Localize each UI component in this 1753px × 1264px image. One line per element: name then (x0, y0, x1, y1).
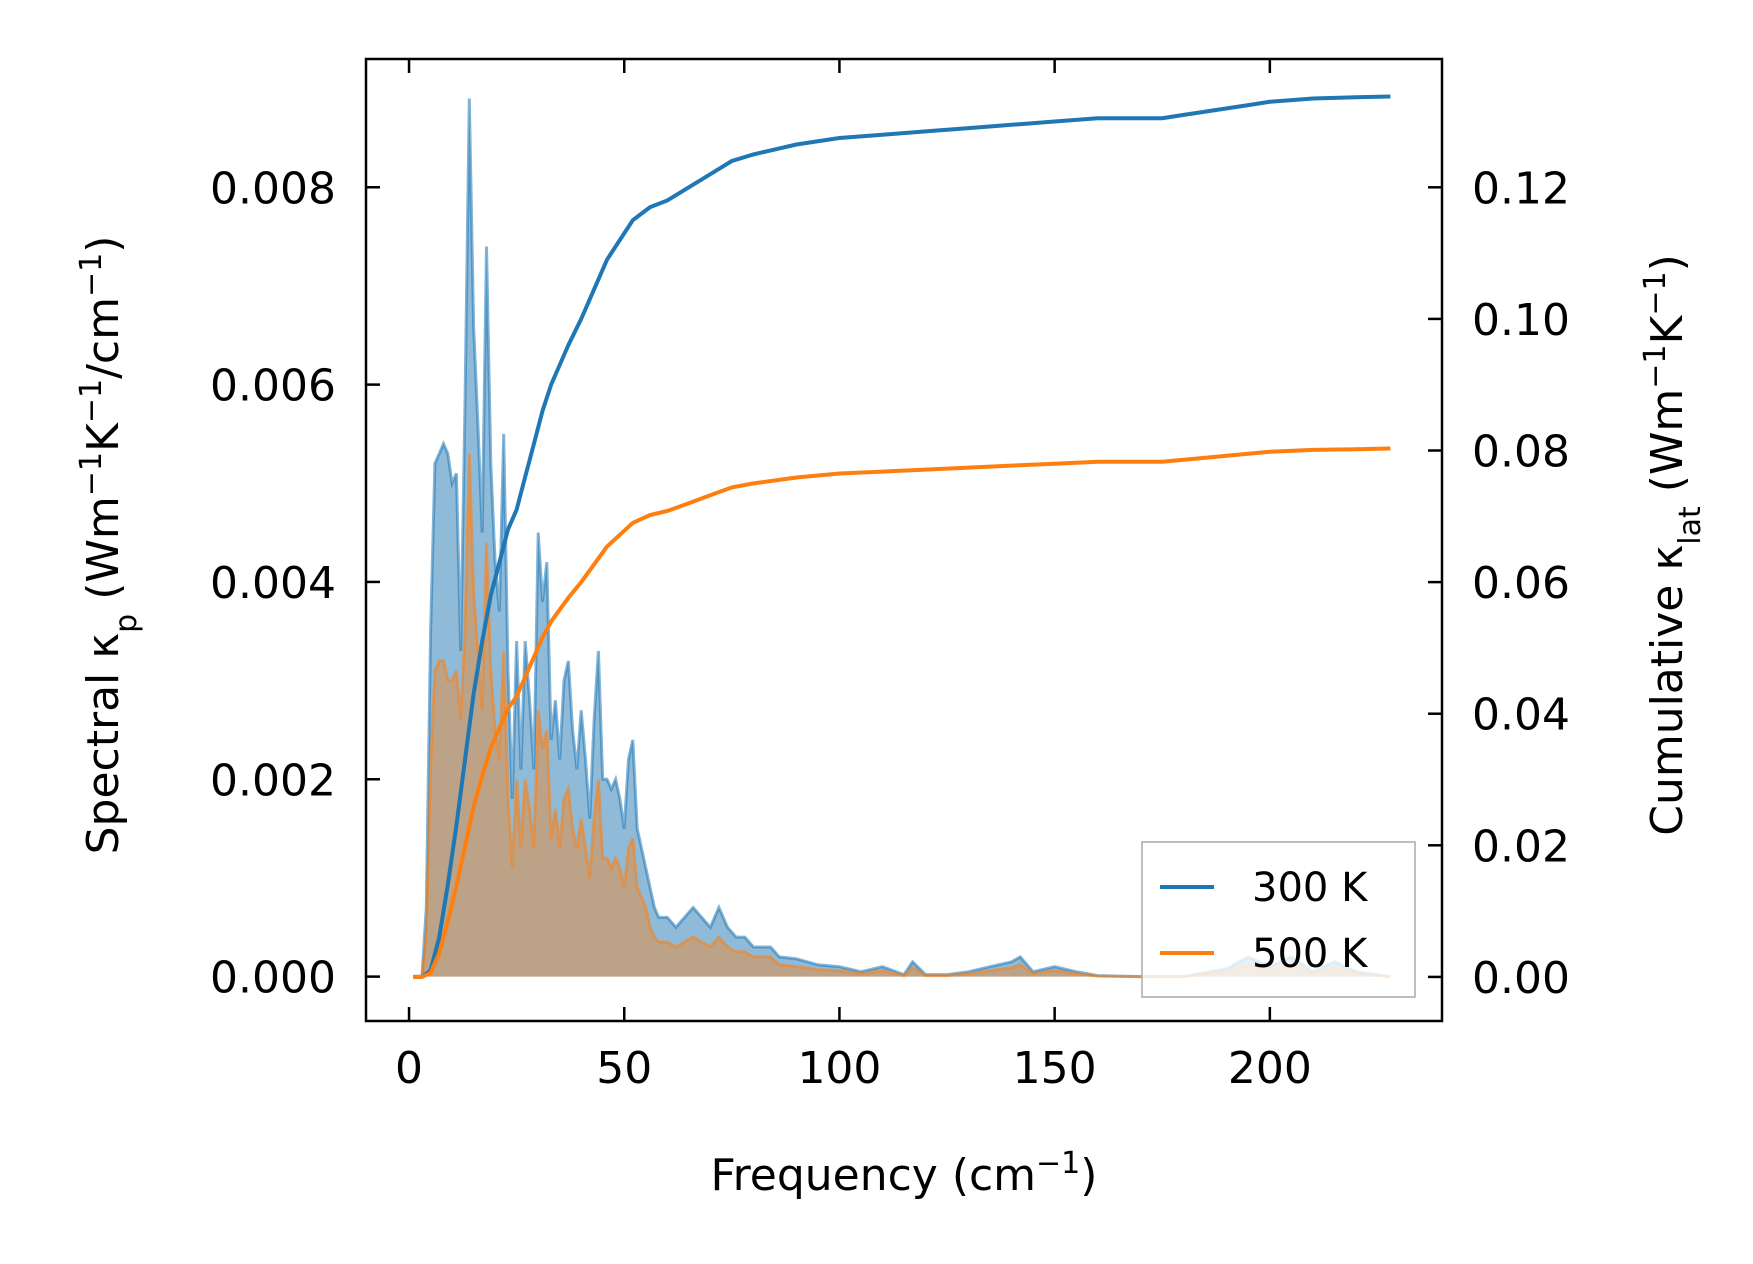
left-y-axis-label-unit-c: /cm (78, 297, 129, 379)
x-axis-label-sup: −1 (1036, 1146, 1080, 1181)
left-y-tick-label: 0.008 (210, 163, 336, 214)
left-y-tick-label: 0.002 (210, 755, 336, 806)
x-axis-label: Frequency (cm−1) (711, 1146, 1098, 1202)
right-y-axis-label-sup-a: −1 (1638, 344, 1673, 388)
left-y-axis-label-sup-b: −1 (74, 379, 109, 423)
x-tick-label: 50 (596, 1043, 652, 1094)
cumulative-line-1 (413, 446, 1391, 979)
left-y-tick-label: 0.006 (210, 361, 336, 412)
left-y-axis-label-pre: Spectral κ (78, 633, 129, 855)
right-y-tick-label: 0.12 (1472, 163, 1570, 214)
spectral-area-1 (413, 453, 1391, 977)
right-y-axis: 0.00 0.02 0.04 0.06 0.08 0.10 0.12 (1428, 163, 1570, 1004)
right-y-axis-label: Cumulative κlat (Wm−1K−1) (1638, 254, 1708, 836)
left-y-axis-label-sub: p (109, 614, 144, 633)
cumulative-line-0 (413, 94, 1391, 979)
left-y-tick-label: 0.000 (210, 953, 336, 1004)
right-y-axis-label-end: ) (1642, 254, 1693, 271)
left-y-axis-label-unit-a: (Wm (78, 496, 129, 614)
x-axis-label-text: Frequency (cm (711, 1150, 1037, 1201)
right-y-tick-label: 0.00 (1472, 953, 1570, 1004)
plot-area (413, 94, 1391, 979)
x-axis: 0 50 100 150 200 (395, 59, 1312, 1094)
right-y-axis-label-unit-a: (Wm (1642, 389, 1693, 507)
spectral-line-1 (413, 453, 1391, 979)
legend-box (1141, 841, 1416, 998)
plot-frame (364, 57, 1444, 1023)
left-y-axis-label-unit-b: K (78, 422, 129, 452)
left-y-axis-label-sup-a: −1 (74, 452, 109, 496)
x-tick-label: 200 (1228, 1043, 1312, 1094)
spectral-area-0 (413, 98, 1391, 977)
legend-label-0: 300 K (1252, 865, 1369, 911)
left-y-axis-label-end: ) (78, 236, 129, 253)
right-y-tick-label: 0.06 (1472, 558, 1570, 609)
x-tick-label: 100 (797, 1043, 881, 1094)
left-y-axis-label-sup-c: −1 (74, 253, 109, 297)
left-y-axis: 0.000 0.002 0.004 0.006 0.008 (210, 163, 380, 1004)
right-y-axis-label-sup-b: −1 (1638, 271, 1673, 315)
left-y-tick-label: 0.004 (210, 558, 336, 609)
x-tick-label: 150 (1013, 1043, 1097, 1094)
right-y-tick-label: 0.04 (1472, 690, 1570, 741)
x-axis-label-end: ) (1080, 1150, 1097, 1201)
x-tick-label: 0 (395, 1043, 423, 1094)
legend: 300 K 500 K (1141, 841, 1416, 998)
right-y-axis-label-unit-b: K (1642, 314, 1693, 344)
right-y-axis-label-sub: lat (1673, 506, 1708, 545)
spectral-line-0 (413, 98, 1391, 979)
right-y-axis-label-pre: Cumulative κ (1642, 545, 1693, 836)
left-y-axis-label: Spectral κp (Wm−1K−1/cm−1) (74, 236, 144, 855)
right-y-tick-label: 0.02 (1472, 821, 1570, 872)
legend-label-1: 500 K (1252, 931, 1369, 977)
right-y-tick-label: 0.10 (1472, 295, 1570, 346)
right-y-tick-label: 0.08 (1472, 427, 1570, 478)
